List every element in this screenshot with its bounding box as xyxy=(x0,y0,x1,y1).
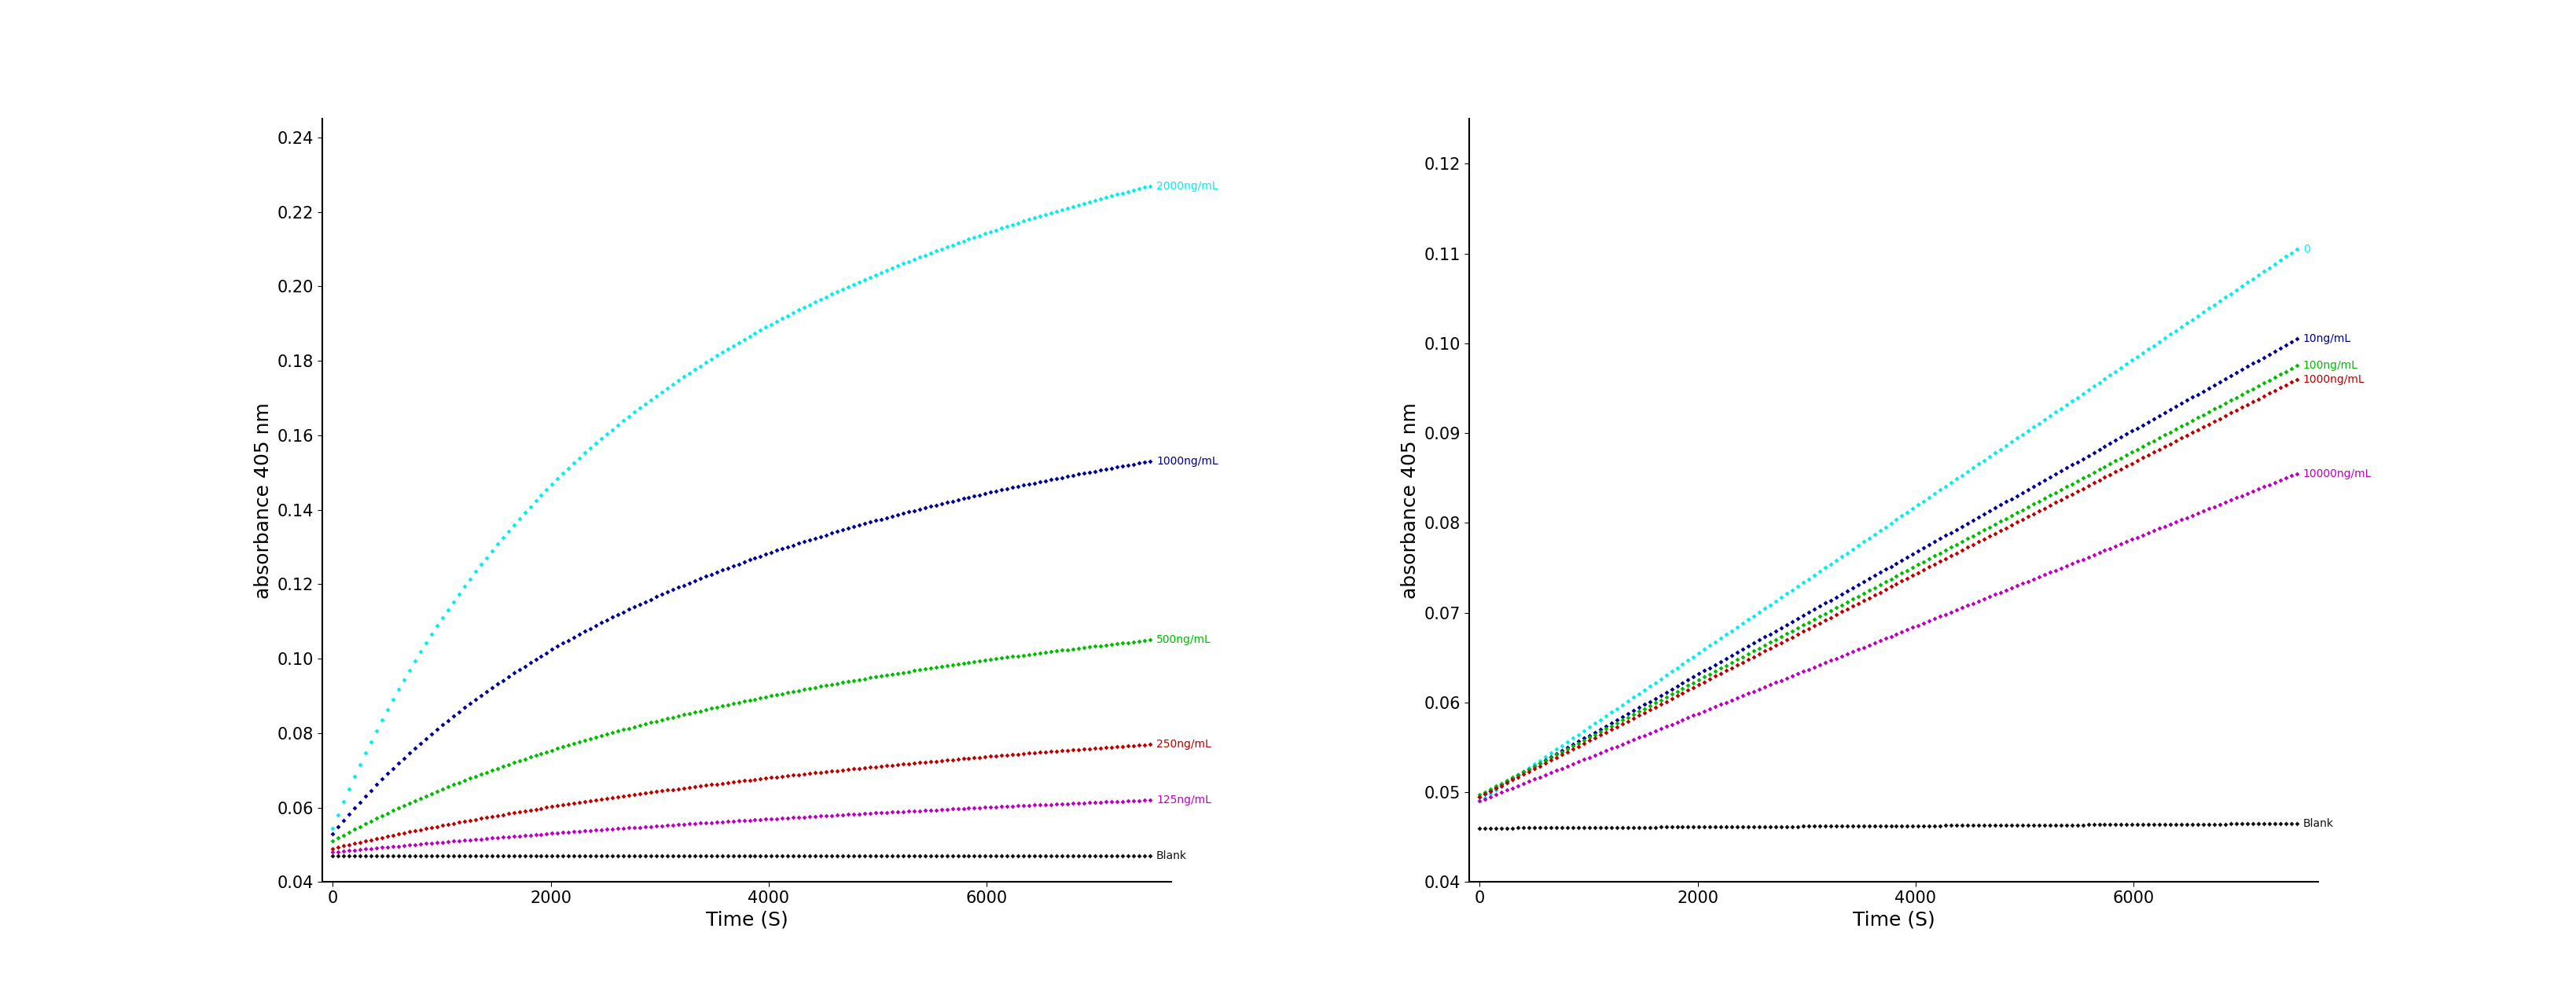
Text: Blank: Blank xyxy=(2303,819,2334,829)
Text: Blank: Blank xyxy=(1157,850,1188,861)
Text: 0: 0 xyxy=(2303,244,2311,255)
X-axis label: Time (S): Time (S) xyxy=(706,911,788,930)
Text: 125ng/mL: 125ng/mL xyxy=(1157,795,1211,806)
Text: 100ng/mL: 100ng/mL xyxy=(2303,361,2357,372)
Text: 10000ng/mL: 10000ng/mL xyxy=(2303,468,2372,479)
Text: 250ng/mL: 250ng/mL xyxy=(1157,738,1211,750)
Text: 500ng/mL: 500ng/mL xyxy=(1157,634,1211,645)
Text: 2000ng/mL: 2000ng/mL xyxy=(1157,180,1218,191)
Text: 1000ng/mL: 1000ng/mL xyxy=(2303,374,2365,385)
Y-axis label: absorbance 405 nm: absorbance 405 nm xyxy=(1401,402,1419,599)
Y-axis label: absorbance 405 nm: absorbance 405 nm xyxy=(255,402,273,599)
X-axis label: Time (S): Time (S) xyxy=(1852,911,1935,930)
Text: 10ng/mL: 10ng/mL xyxy=(2303,333,2352,344)
Text: 1000ng/mL: 1000ng/mL xyxy=(1157,456,1218,467)
